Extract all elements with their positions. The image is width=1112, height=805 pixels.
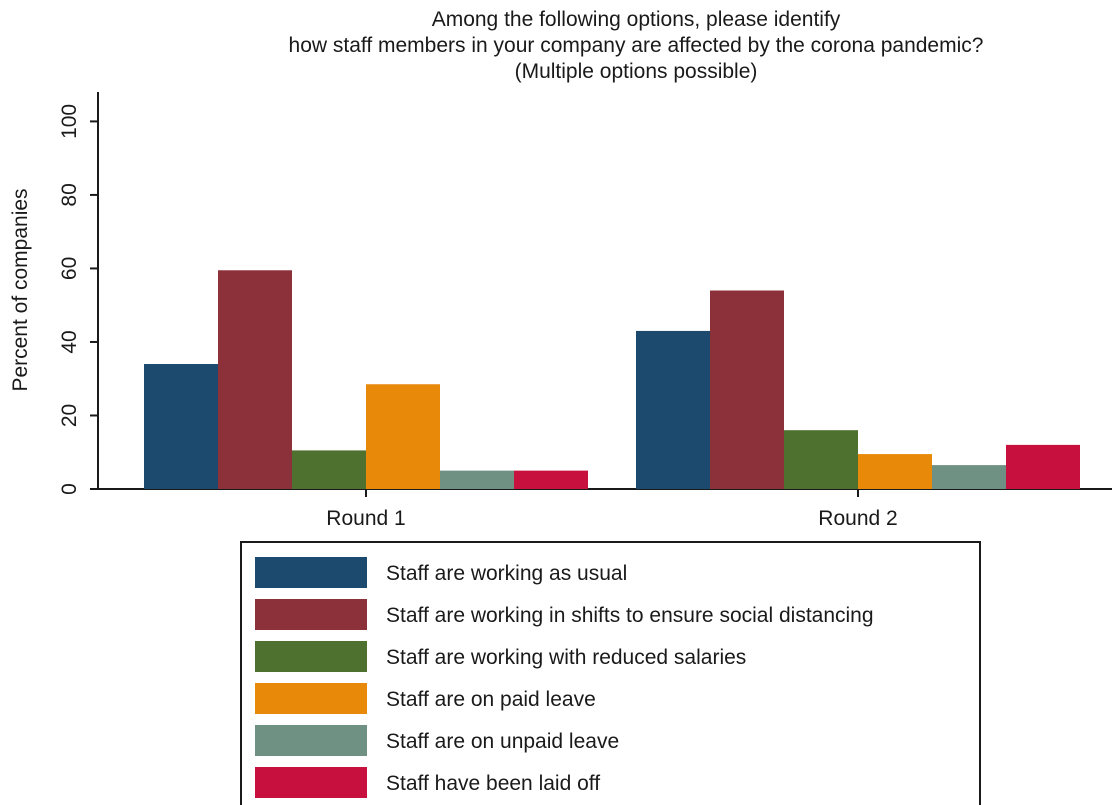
chart-bars [144,270,1080,489]
y-tick-label: 80 [58,183,81,206]
bar-1-2 [218,270,292,489]
bar-1-4 [366,384,440,489]
bar-2-2 [710,290,784,489]
legend-label: Staff are on paid leave [386,688,596,711]
legend-swatch [255,557,367,588]
bar-1-5 [440,470,514,489]
legend: Staff are working as usual Staff are work… [240,541,981,805]
bar-1-3 [292,450,366,489]
chart-title-line-3: (Multiple options possible) [515,60,758,83]
x-tick-label: Round 2 [818,507,897,530]
x-tick-labels: Round 1 Round 2 [326,489,898,530]
legend-swatch [255,725,367,756]
y-tick-label: 100 [58,104,81,139]
bar-2-3 [784,430,858,489]
chart-title-line-2: how staff members in your company are af… [289,34,984,57]
legend-label: Staff are working as usual [386,562,627,585]
chart-title: Among the following options, please iden… [289,8,984,83]
x-tick-label: Round 1 [326,507,405,530]
y-tick-label: 20 [58,404,81,427]
legend-label: Staff have been laid off [386,772,600,795]
legend-swatch [255,599,367,630]
legend-label: Staff are working in shifts to ensure so… [386,604,874,627]
y-tick-label: 60 [58,257,81,280]
bar-2-5 [932,465,1006,489]
bar-1-1 [144,364,218,489]
legend-label: Staff are on unpaid leave [386,730,619,753]
legend-swatch [255,767,367,798]
legend-swatch [255,641,367,672]
bar-1-6 [514,470,588,489]
y-axis-title: Percent of companies [9,188,32,391]
bar-2-6 [1006,444,1080,489]
legend-swatch [255,683,367,714]
y-tick-label: 0 [58,483,81,495]
chart-title-line-1: Among the following options, please iden… [432,8,841,31]
bar-2-4 [858,454,932,489]
y-tick-label: 40 [58,330,81,353]
bar-2-1 [636,330,710,489]
legend-label: Staff are working with reduced salaries [386,646,746,669]
